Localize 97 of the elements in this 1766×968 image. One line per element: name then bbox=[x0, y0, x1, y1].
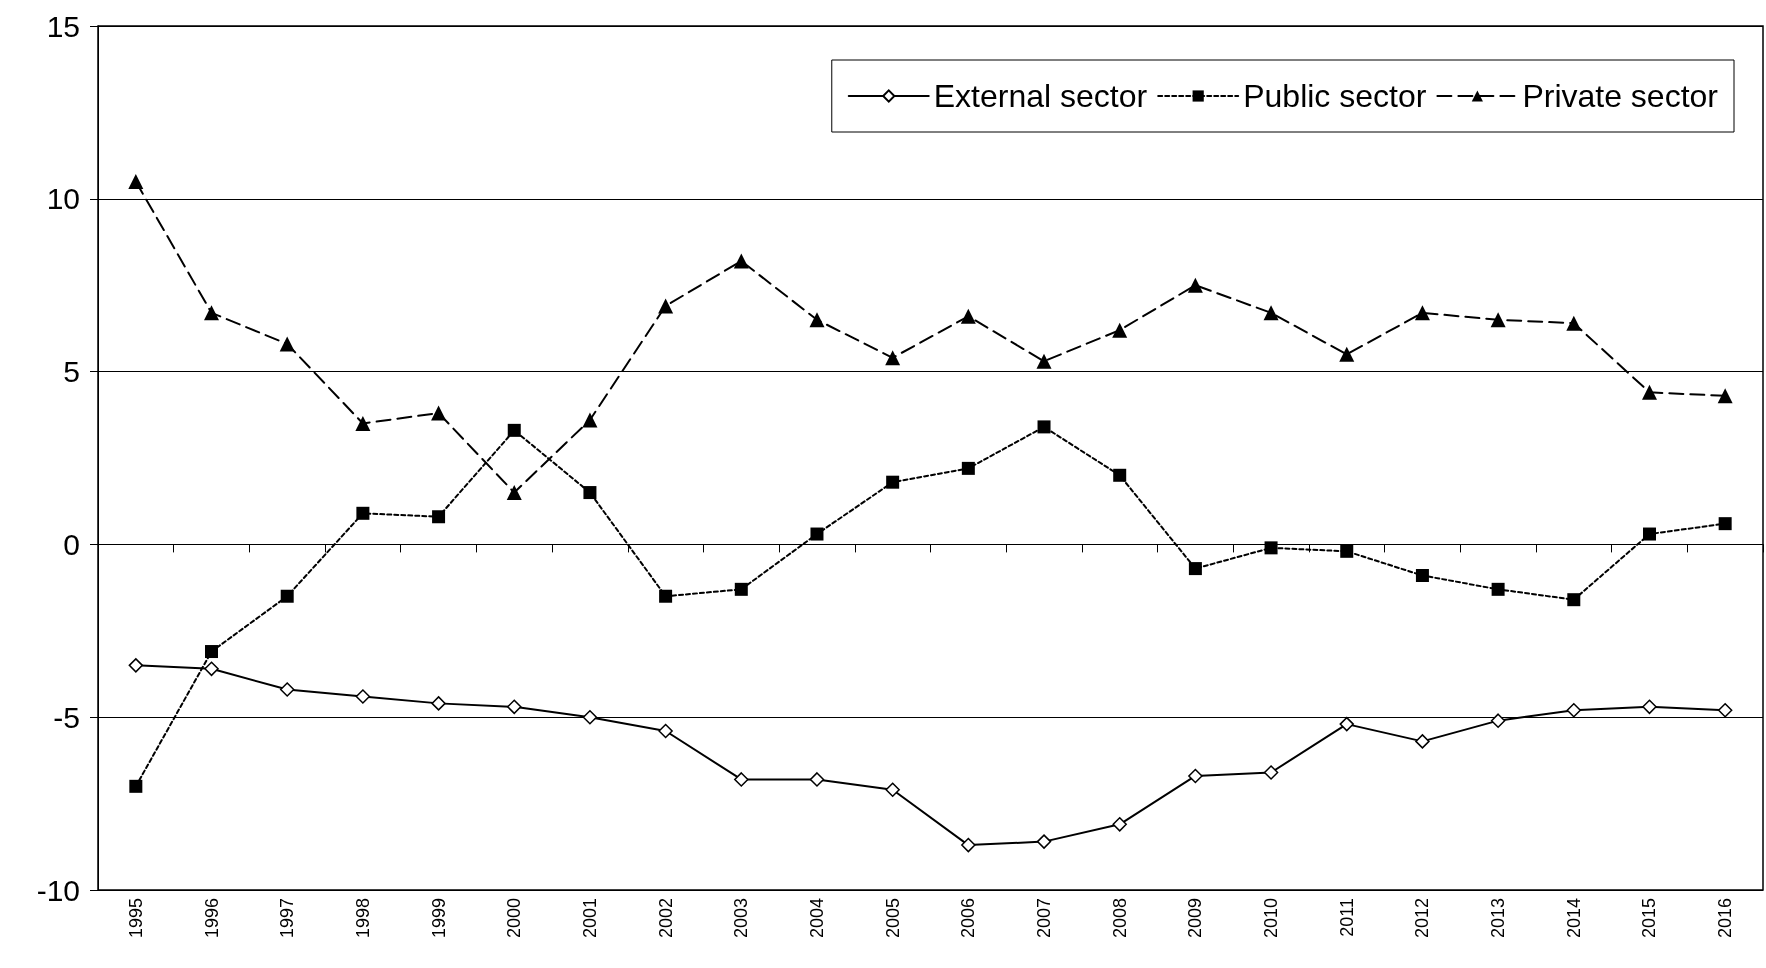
point bbox=[1490, 713, 1506, 728]
point bbox=[204, 305, 220, 321]
point bbox=[355, 689, 371, 704]
point bbox=[280, 589, 294, 603]
x-tick-label: 2002 bbox=[655, 898, 676, 939]
point bbox=[658, 723, 673, 739]
point bbox=[128, 658, 144, 673]
y-tick-label: -5 bbox=[53, 700, 80, 734]
y-tick-label: 10 bbox=[46, 182, 80, 216]
point bbox=[961, 837, 976, 853]
point bbox=[885, 350, 901, 366]
point bbox=[356, 506, 370, 520]
x-tick-label: 2000 bbox=[504, 898, 525, 939]
x-tick-label: 2013 bbox=[1488, 898, 1509, 939]
point bbox=[1642, 699, 1657, 715]
point bbox=[279, 336, 295, 352]
point bbox=[205, 645, 219, 659]
x-tick-label: 2016 bbox=[1715, 898, 1736, 939]
point bbox=[1491, 582, 1505, 596]
point bbox=[507, 699, 522, 715]
x-tick-label: 2007 bbox=[1034, 898, 1055, 939]
point bbox=[1566, 703, 1582, 718]
point bbox=[885, 782, 900, 798]
x-tick-label: 2005 bbox=[882, 898, 903, 939]
y-tick-label: -10 bbox=[36, 873, 80, 907]
x-tick-label: 1998 bbox=[352, 898, 373, 939]
point bbox=[960, 308, 976, 324]
point bbox=[1567, 593, 1581, 607]
point bbox=[1339, 716, 1354, 732]
point bbox=[1641, 384, 1657, 400]
point bbox=[432, 510, 446, 524]
point bbox=[1490, 312, 1506, 328]
point bbox=[1112, 322, 1128, 338]
point bbox=[1414, 305, 1430, 321]
point bbox=[1717, 388, 1733, 404]
y-tick-label: 15 bbox=[46, 9, 80, 43]
point bbox=[1263, 305, 1279, 321]
point bbox=[279, 682, 295, 697]
x-tick-label: 2006 bbox=[958, 898, 979, 939]
x-tick-label: 2003 bbox=[731, 898, 752, 939]
point bbox=[1642, 527, 1656, 541]
point bbox=[886, 475, 900, 489]
x-tick-label: 2012 bbox=[1412, 898, 1433, 939]
point bbox=[507, 423, 521, 437]
point bbox=[1036, 834, 1052, 849]
x-tick-label: 2015 bbox=[1639, 898, 1660, 939]
x-tick-label: 2004 bbox=[806, 898, 827, 939]
point bbox=[129, 779, 143, 793]
point bbox=[1339, 346, 1355, 362]
point bbox=[1037, 420, 1051, 434]
point bbox=[734, 582, 748, 596]
point bbox=[583, 486, 597, 500]
point bbox=[1188, 768, 1203, 784]
legend-label: Private sector bbox=[1522, 78, 1719, 114]
x-tick-label: 2011 bbox=[1336, 898, 1357, 937]
point bbox=[810, 527, 824, 541]
point bbox=[1264, 541, 1278, 555]
point bbox=[128, 174, 144, 190]
point bbox=[1718, 517, 1732, 531]
point bbox=[1113, 468, 1127, 482]
x-tick-label: 2010 bbox=[1261, 898, 1282, 939]
point bbox=[1187, 277, 1203, 293]
y-tick-label: 0 bbox=[63, 527, 80, 561]
x-tick-label: 1995 bbox=[125, 898, 146, 939]
point bbox=[1566, 315, 1582, 331]
point bbox=[1340, 544, 1354, 558]
point bbox=[1415, 734, 1430, 749]
legend-label: Public sector bbox=[1243, 78, 1427, 114]
point bbox=[658, 298, 674, 314]
point bbox=[1263, 765, 1279, 780]
point bbox=[431, 405, 447, 421]
point bbox=[582, 412, 598, 428]
point bbox=[355, 415, 371, 431]
x-tick-label: 1996 bbox=[201, 898, 222, 939]
point bbox=[204, 661, 219, 677]
point bbox=[733, 253, 749, 269]
point bbox=[1717, 703, 1733, 718]
legend-label: External sector bbox=[933, 78, 1148, 114]
point bbox=[961, 461, 975, 475]
point bbox=[431, 696, 446, 711]
x-tick-label: 2009 bbox=[1185, 898, 1206, 939]
x-tick-label: 1999 bbox=[428, 898, 449, 939]
point bbox=[734, 772, 749, 787]
point bbox=[1112, 817, 1127, 832]
point bbox=[659, 589, 673, 603]
point bbox=[582, 709, 598, 725]
x-tick-label: 2001 bbox=[579, 898, 600, 939]
point bbox=[1036, 353, 1052, 369]
point bbox=[506, 485, 522, 501]
point bbox=[1415, 569, 1429, 582]
x-tick-label: 2008 bbox=[1109, 898, 1130, 939]
point bbox=[1188, 562, 1202, 576]
point bbox=[809, 312, 825, 328]
x-tick-label: 2014 bbox=[1563, 898, 1584, 939]
y-tick-label: 5 bbox=[63, 355, 80, 389]
point bbox=[809, 772, 825, 787]
x-tick-label: 1997 bbox=[277, 898, 298, 939]
